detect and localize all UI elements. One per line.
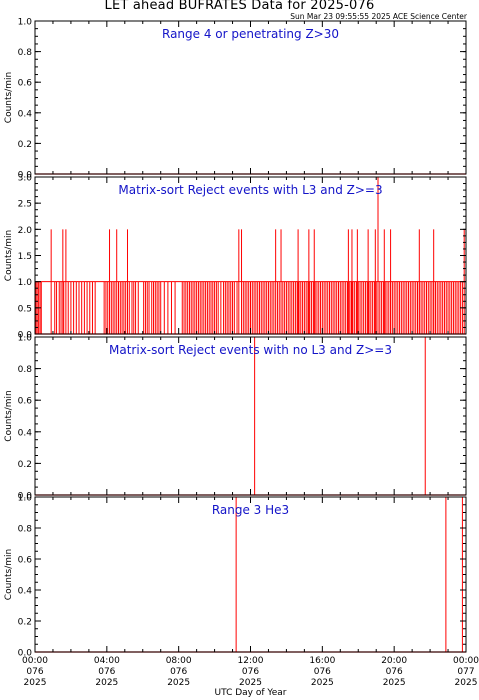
y-axis-title-2: Counts/min	[4, 390, 14, 441]
x-tick-label-doy: 076	[386, 667, 403, 677]
y-tick-label: 1.0	[18, 334, 33, 344]
x-tick-label-year: 2025	[24, 678, 47, 688]
y-tick-label: 0.0	[18, 492, 33, 502]
x-tick-label-time: 00:00	[453, 656, 479, 666]
x-tick-label-doy: 076	[98, 667, 115, 677]
y-axis-title-1: Counts/min	[4, 230, 14, 281]
y-tick-label: 0.0	[18, 331, 33, 341]
x-tick-label-doy: 076	[314, 667, 331, 677]
y-tick-label: 0.2	[18, 618, 32, 628]
y-tick-label: 0.2	[18, 140, 32, 150]
chart-title: LET ahead BUFRATES Data for 2025-076	[104, 0, 375, 13]
x-tick-label-doy: 076	[242, 667, 259, 677]
panel-title-1: Matrix-sort Reject events with L3 and Z>…	[118, 183, 382, 197]
y-axis-title-3: Counts/min	[4, 549, 14, 600]
y-tick-label: 0.6	[18, 79, 33, 89]
y-tick-label: 1.0	[18, 18, 33, 28]
x-tick-label-time: 16:00	[309, 656, 335, 666]
y-tick-label: 0.4	[18, 428, 33, 438]
x-tick-label-doy: 076	[26, 667, 43, 677]
y-tick-label: 0.6	[18, 397, 33, 407]
x-tick-label-time: 00:00	[22, 656, 48, 666]
y-axis-title-0: Counts/min	[4, 72, 14, 123]
x-tick-label-year: 2025	[95, 678, 118, 688]
y-tick-label: 1.0	[18, 494, 33, 504]
x-tick-label-time: 04:00	[94, 656, 120, 666]
panel-frame-3	[34, 496, 467, 653]
y-tick-label: 0.0	[18, 649, 33, 659]
panel-frame-0	[34, 20, 467, 175]
y-tick-label: 0.8	[18, 48, 33, 58]
y-tick-label: 0.5	[18, 304, 32, 314]
y-tick-label: 1.0	[18, 278, 33, 288]
y-tick-label: 3.0	[18, 174, 33, 184]
y-tick-label: 0.6	[18, 556, 33, 566]
x-tick-label-year: 2025	[311, 678, 334, 688]
y-tick-label: 0.8	[18, 525, 33, 535]
y-tick-label: 0.0	[18, 171, 33, 181]
x-tick-label-year: 2025	[383, 678, 406, 688]
x-tick-label-year: 2025	[239, 678, 262, 688]
y-tick-label: 0.4	[18, 109, 33, 119]
x-tick-label-time: 12:00	[238, 656, 264, 666]
y-tick-label: 0.2	[18, 460, 32, 470]
x-tick-label-year: 2025	[455, 678, 478, 688]
panel-title-3: Range 3 He3	[212, 503, 289, 517]
panel-title-0: Range 4 or penetrating Z>30	[162, 27, 339, 41]
x-axis-title: UTC Day of Year	[215, 688, 287, 698]
y-tick-label: 2.5	[18, 200, 32, 210]
y-tick-label: 0.8	[18, 365, 33, 375]
x-tick-label-year: 2025	[167, 678, 190, 688]
x-tick-label-time: 08:00	[166, 656, 192, 666]
x-tick-label-doy: 076	[170, 667, 187, 677]
x-tick-label-time: 20:00	[381, 656, 407, 666]
y-tick-label: 2.0	[18, 226, 33, 236]
y-tick-label: 1.5	[18, 252, 32, 262]
x-tick-label-doy: 077	[457, 667, 474, 677]
timestamp: Sun Mar 23 09:55:55 2025 ACE Science Cen…	[290, 12, 467, 21]
panel-title-2: Matrix-sort Reject events with no L3 and…	[109, 343, 392, 357]
panel-frame-2	[34, 336, 467, 496]
y-tick-label: 0.4	[18, 587, 33, 597]
